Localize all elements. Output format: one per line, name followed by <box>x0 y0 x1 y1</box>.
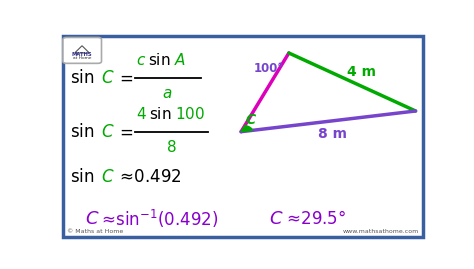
Text: $\approx\!\sin^{-1}\!(0.492)$: $\approx\!\sin^{-1}\!(0.492)$ <box>98 208 218 230</box>
Text: MATHS: MATHS <box>72 52 92 56</box>
Text: $\mathregular{sin}$: $\mathregular{sin}$ <box>70 123 95 141</box>
Text: $\approx\!29.5°$: $\approx\!29.5°$ <box>283 210 346 228</box>
Text: $\mathregular{sin}$: $\mathregular{sin}$ <box>149 106 172 122</box>
Text: 8 m: 8 m <box>318 127 346 141</box>
Text: $C$: $C$ <box>269 210 283 228</box>
Text: $c$: $c$ <box>137 53 146 68</box>
Text: $C$: $C$ <box>101 123 115 141</box>
Text: $C$: $C$ <box>101 69 115 87</box>
Text: at Home: at Home <box>73 56 91 60</box>
Text: $100$: $100$ <box>175 106 205 122</box>
Text: $\mathregular{sin}$: $\mathregular{sin}$ <box>148 52 171 68</box>
Text: $\mathregular{sin}$: $\mathregular{sin}$ <box>70 168 95 186</box>
Text: $=$: $=$ <box>116 69 134 87</box>
Text: $4$: $4$ <box>137 106 147 122</box>
Text: 4 m: 4 m <box>347 65 376 79</box>
Text: $\approx\!0.492$: $\approx\!0.492$ <box>116 168 182 186</box>
Text: $=$: $=$ <box>116 123 134 141</box>
Text: $C$: $C$ <box>101 168 115 186</box>
Text: $\mathregular{sin}$: $\mathregular{sin}$ <box>70 69 95 87</box>
Text: $A$: $A$ <box>174 52 186 68</box>
FancyBboxPatch shape <box>63 37 101 63</box>
Text: 100°: 100° <box>254 62 284 75</box>
Text: © Maths at Home: © Maths at Home <box>66 229 123 234</box>
Text: $8$: $8$ <box>166 139 177 155</box>
Text: www.mathsathome.com: www.mathsathome.com <box>343 229 419 234</box>
Polygon shape <box>241 125 253 132</box>
Text: C: C <box>245 113 255 127</box>
Text: $C$: $C$ <box>85 210 100 228</box>
Text: $a$: $a$ <box>163 86 173 101</box>
